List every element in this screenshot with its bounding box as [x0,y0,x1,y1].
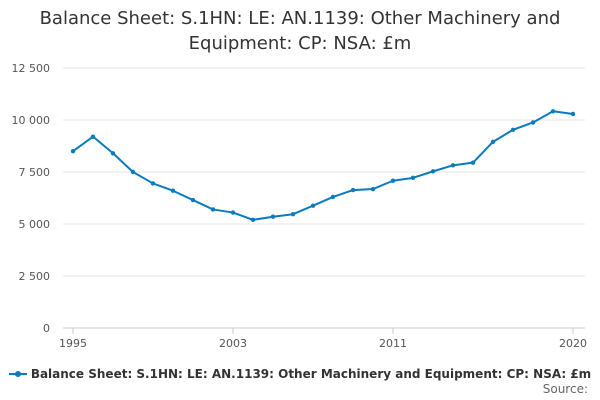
data-point[interactable] [470,160,476,165]
legend-line-icon [8,368,27,380]
x-tick-label: 2003 [219,337,247,350]
data-point[interactable] [190,197,196,203]
data-point[interactable] [330,194,336,200]
data-point[interactable] [130,169,136,175]
gridlines [63,67,585,277]
data-point[interactable] [350,187,356,193]
y-tick-label: 0 [43,322,50,335]
data-point[interactable] [390,178,396,183]
data-point[interactable] [550,109,556,114]
data-point[interactable] [170,188,176,193]
data-point[interactable] [70,149,76,154]
x-tick-label: 1995 [59,337,87,350]
y-tick-label: 10 000 [12,114,51,127]
data-point[interactable] [250,217,256,223]
data-point[interactable] [210,207,216,212]
legend[interactable]: Balance Sheet: S.1HN: LE: AN.1139: Other… [0,364,600,384]
axes: 0 2 500 5 000 7 500 10 000 12 500 1995 2003 2011… [12,62,588,350]
data-point[interactable] [570,111,576,117]
series-line[interactable] [72,110,574,221]
data-point[interactable] [150,181,156,186]
data-point[interactable] [530,120,536,125]
data-point[interactable] [370,186,376,192]
x-tick-label: 2011 [379,337,407,350]
y-tick-label: 12 500 [12,62,51,75]
data-point[interactable] [490,139,496,145]
data-point[interactable] [270,214,276,219]
series-layer [70,109,576,223]
y-tick-label: 7 500 [19,166,51,179]
data-point[interactable] [430,169,436,174]
data-point[interactable] [110,151,116,156]
data-point[interactable] [230,210,236,215]
x-tick-label: 2020 [559,337,587,350]
source-label: Source: [542,382,588,396]
y-tick-label: 2 500 [19,270,51,283]
data-point[interactable] [410,175,416,181]
data-point[interactable] [310,203,316,208]
data-point[interactable] [450,163,456,168]
data-point[interactable] [290,212,296,217]
legend-label: Balance Sheet: S.1HN: LE: AN.1139: Other… [30,367,592,381]
y-tick-label: 5 000 [19,218,51,231]
data-point[interactable] [510,127,516,132]
chart-title: Balance Sheet: S.1HN: LE: AN.1139: Other… [39,8,561,54]
data-point[interactable] [90,134,96,139]
